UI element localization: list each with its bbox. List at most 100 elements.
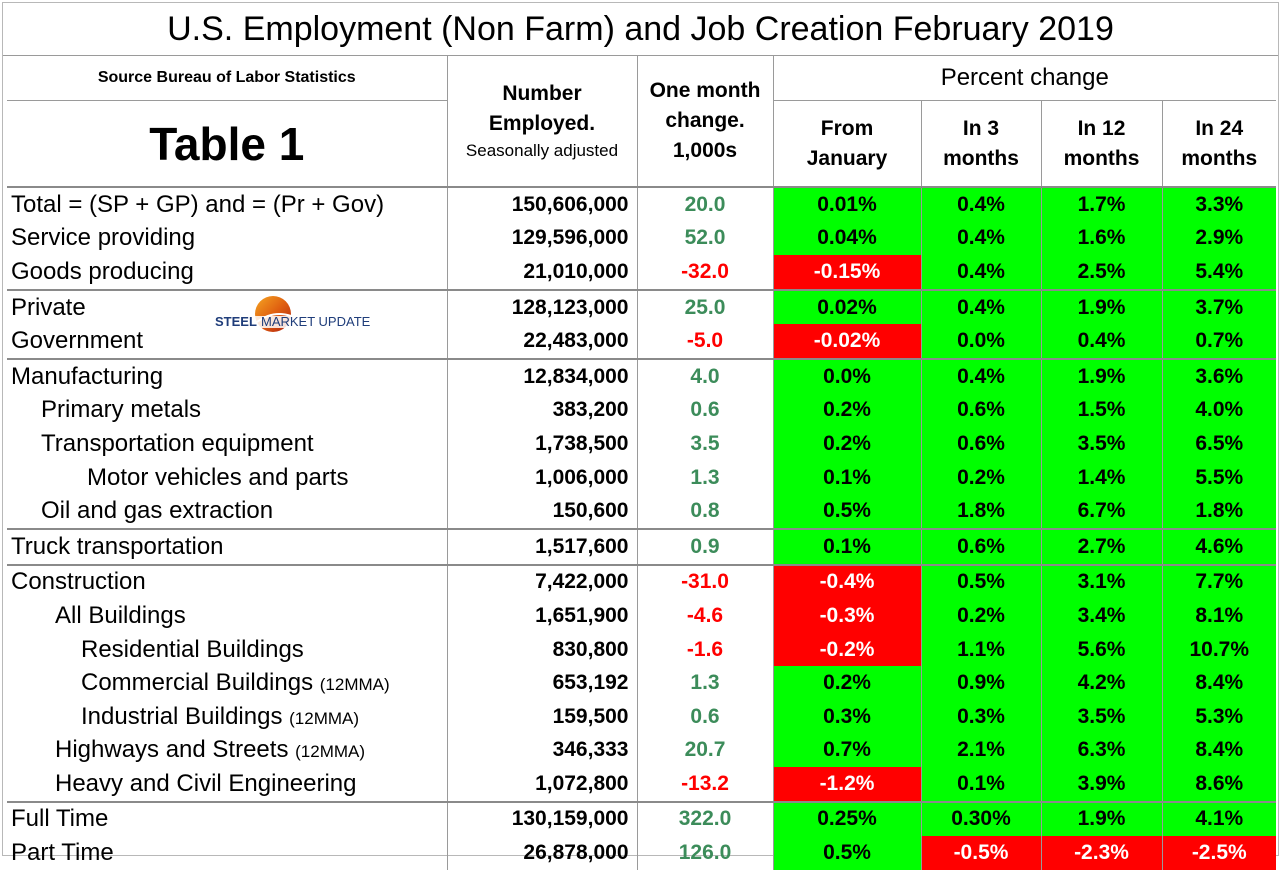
table-label: Table 1 xyxy=(7,100,448,188)
in-24-months-cell: 8.4% xyxy=(1162,733,1276,768)
table-row: Part Time 26,878,000 126.0 0.5% -0.5% -2.3% -2… xyxy=(7,836,1276,870)
in-24-months-cell: 8.1% xyxy=(1162,599,1276,633)
one-month-change-cell: 0.9 xyxy=(637,527,774,565)
in-3-months-cell: -0.5% xyxy=(921,836,1042,870)
logo-text-steel: STEEL xyxy=(215,314,257,329)
from-january-cell: -0.02% xyxy=(773,324,922,359)
table-row: Heavy and Civil Engineering 1,072,800 -13.… xyxy=(7,767,1276,802)
row-label-text: Government xyxy=(11,327,144,355)
row-label-text: Industrial Buildings xyxy=(81,702,283,730)
in-12-months-cell: 3.4% xyxy=(1041,599,1163,633)
in-24-months-cell: 10.7% xyxy=(1162,632,1276,667)
employed-cell: 159,500 xyxy=(447,699,638,734)
in-3-months-cell: 0.4% xyxy=(921,357,1042,394)
one-month-change-cell: -5.0 xyxy=(637,324,774,359)
page-title: U.S. Employment (Non Farm) and Job Creat… xyxy=(3,3,1278,56)
row-label: Total = (SP + GP) and = (Pr + Gov) xyxy=(7,186,448,222)
in-12-months-cell: 2.7% xyxy=(1041,527,1163,565)
row-label-text: Full Time xyxy=(11,805,109,833)
in-3-months-cell: 0.5% xyxy=(921,563,1042,600)
in-3-months-cell: 0.3% xyxy=(921,699,1042,734)
row-label: Residential Buildings xyxy=(7,632,448,667)
steel-market-update-logo: STEEL MARKET UPDATE xyxy=(213,296,403,332)
row-label: Part Time xyxy=(7,836,448,870)
table-body: Total = (SP + GP) and = (Pr + Gov) 150,60… xyxy=(7,186,1276,870)
row-label: Commercial Buildings (12MMA) xyxy=(7,666,448,700)
employed-cell: 130,159,000 xyxy=(447,800,638,837)
employed-cell: 22,483,000 xyxy=(447,324,638,359)
employed-cell: 150,606,000 xyxy=(447,186,638,222)
row-label-text: Transportation equipment xyxy=(41,429,314,457)
from-january-cell: 0.3% xyxy=(773,699,922,734)
seasonally-adjusted-note: Seasonally adjusted xyxy=(465,141,619,160)
row-label: Manufacturing xyxy=(7,357,448,394)
employed-cell: 1,072,800 xyxy=(447,767,638,802)
in-3-months-cell: 0.1% xyxy=(921,767,1042,802)
in-12-months-cell: -2.3% xyxy=(1041,836,1163,870)
in-24-months-cell: 5.5% xyxy=(1162,460,1276,495)
employed-cell: 26,878,000 xyxy=(447,836,638,870)
employed-cell: 12,834,000 xyxy=(447,357,638,394)
from-january-cell: -0.3% xyxy=(773,599,922,633)
in-12-months-cell: 3.5% xyxy=(1041,427,1163,461)
table-row: Construction 7,422,000 -31.0 -0.4% 0.5% 3.1% 7… xyxy=(7,563,1276,600)
row-label-text: Manufacturing xyxy=(11,362,164,390)
in-3-months-line2: months xyxy=(943,146,1019,170)
row-label-text: Private xyxy=(11,293,86,321)
in-24-months-line2: months xyxy=(1181,146,1258,170)
in-12-months-cell: 3.9% xyxy=(1041,767,1163,802)
one-month-change-cell: 1.3 xyxy=(637,666,774,700)
in-12-months-header: In 12 months xyxy=(1041,100,1163,188)
one-month-header-line2: change. xyxy=(665,109,745,132)
from-january-cell: 0.2% xyxy=(773,666,922,700)
one-month-change-cell: 20.7 xyxy=(637,733,774,768)
row-label: Construction xyxy=(7,563,448,600)
table-row: All Buildings 1,651,900 -4.6 -0.3% 0.2% 3.4% 8… xyxy=(7,599,1276,633)
from-january-line2: January xyxy=(806,146,888,170)
in-24-months-cell: 5.4% xyxy=(1162,255,1276,290)
from-january-cell: 0.01% xyxy=(773,186,922,222)
row-label-text: Primary metals xyxy=(41,396,202,424)
in-3-months-cell: 0.4% xyxy=(921,221,1042,256)
row-label-text: Residential Buildings xyxy=(81,635,304,663)
employed-cell: 1,517,600 xyxy=(447,527,638,565)
in-12-months-cell: 5.6% xyxy=(1041,632,1163,667)
in-24-months-cell: 7.7% xyxy=(1162,563,1276,600)
from-january-cell: 0.2% xyxy=(773,427,922,461)
row-label: Oil and gas extraction xyxy=(7,494,448,529)
one-month-change-cell: 25.0 xyxy=(637,288,774,325)
in-12-months-cell: 1.6% xyxy=(1041,221,1163,256)
table-row: Government 22,483,000 -5.0 -0.02% 0.0% 0.4% 0.… xyxy=(7,324,1276,359)
row-label: Truck transportation xyxy=(7,527,448,565)
row-label-text: Motor vehicles and parts xyxy=(87,463,349,491)
in-24-months-cell: 3.6% xyxy=(1162,357,1276,394)
in-12-months-cell: 1.9% xyxy=(1041,288,1163,325)
in-12-months-cell: 2.5% xyxy=(1041,255,1163,290)
from-january-cell: 0.04% xyxy=(773,221,922,256)
one-month-change-cell: -4.6 xyxy=(637,599,774,633)
in-12-months-line2: months xyxy=(1063,146,1140,170)
table-row: Truck transportation 1,517,600 0.9 0.1% 0.6%… xyxy=(7,527,1276,565)
row-label-text: Highways and Streets xyxy=(55,736,289,764)
in-24-months-cell: 3.3% xyxy=(1162,186,1276,222)
from-january-header: From January xyxy=(773,100,922,188)
number-employed-header-line1: Number xyxy=(502,82,582,105)
one-month-change-cell: 0.6 xyxy=(637,699,774,734)
row-label: Transportation equipment xyxy=(7,427,448,461)
one-month-header-line3: 1,000s xyxy=(672,139,738,162)
in-3-months-cell: 0.4% xyxy=(921,255,1042,290)
from-january-cell: 0.02% xyxy=(773,288,922,325)
logo-text-market-update: MARKET UPDATE xyxy=(261,314,371,329)
row-label: Government xyxy=(7,324,448,359)
table-row: Total = (SP + GP) and = (Pr + Gov) 150,60… xyxy=(7,186,1276,222)
row-label-text: Oil and gas extraction xyxy=(41,497,274,525)
row-label-text: Commercial Buildings xyxy=(81,669,314,697)
in-12-months-cell: 1.9% xyxy=(1041,357,1163,394)
in-12-months-cell: 1.5% xyxy=(1041,393,1163,428)
table-row: Service providing 129,596,000 52.0 0.04% 0.4… xyxy=(7,221,1276,256)
in-3-months-cell: 0.2% xyxy=(921,460,1042,495)
in-24-months-cell: 2.9% xyxy=(1162,221,1276,256)
in-3-months-header: In 3 months xyxy=(921,100,1042,188)
in-3-months-cell: 0.6% xyxy=(921,527,1042,565)
